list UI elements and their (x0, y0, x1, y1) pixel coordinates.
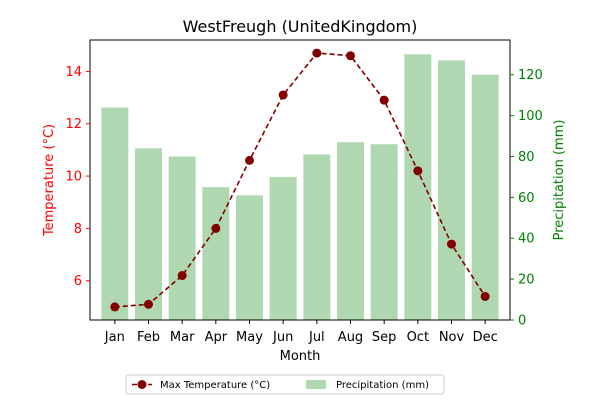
plot-frame (89, 39, 511, 321)
precipitation-bars (101, 54, 499, 321)
precipitation-bar (370, 144, 398, 320)
x-tick-label: Mar (170, 330, 195, 345)
temperature-point (110, 302, 120, 312)
x-tick-label: Jul (308, 330, 325, 345)
x-tick-label: Dec (473, 330, 498, 345)
precipitation-bar (404, 54, 432, 320)
y-left-tick-label: 10 (65, 170, 82, 185)
temperature-line (110, 48, 490, 312)
y-right-tick-label: 40 (518, 232, 535, 247)
legend-line-marker (137, 380, 147, 389)
x-tick-label: Sep (372, 330, 397, 345)
precipitation-bar (135, 148, 162, 320)
x-tick-label: Oct (407, 330, 429, 345)
precipitation-bar (101, 107, 129, 321)
y-left-tick-label: 8 (74, 222, 82, 237)
temperature-point (211, 223, 221, 233)
precipitation-bar (303, 154, 331, 320)
temperature-point (379, 95, 389, 105)
precipitation-bar (202, 187, 230, 320)
x-tick-label: May (236, 330, 263, 345)
y-right-tick-label: 100 (518, 109, 543, 124)
precipitation-bar (269, 176, 297, 320)
temperature-point (346, 51, 355, 61)
y-left-tick-label: 12 (65, 117, 82, 132)
precipitation-bar (337, 142, 364, 320)
x-tick-label: Jan (104, 330, 125, 345)
precipitation-bar (438, 60, 465, 320)
legend: Max Temperature (°C) Precipitation (mm) (125, 374, 445, 395)
y-axis-left: 6 8 10 12 14 (65, 65, 90, 289)
y-left-tick-label: 14 (65, 65, 82, 80)
precipitation-bar (471, 74, 499, 320)
legend-label-precipitation: Precipitation (mm) (336, 380, 429, 391)
y-left-tick-label: 6 (74, 274, 82, 289)
y-right-tick-label: 20 (518, 273, 535, 288)
legend-box (125, 374, 445, 395)
y-right-tick-label: 0 (518, 314, 526, 329)
y-axis-right: 0 20 40 60 80 100 120 (510, 68, 543, 329)
temperature-point (413, 166, 423, 176)
temperature-point (144, 299, 153, 309)
temperature-point (245, 155, 254, 165)
y-right-tick-label: 80 (518, 150, 535, 165)
y-axis-left-label: Temperature (°C) (42, 124, 57, 237)
temperature-point (480, 291, 490, 301)
temperature-point (177, 271, 187, 281)
x-tick-label: Aug (338, 330, 363, 345)
x-tick-label: Nov (439, 330, 465, 345)
x-tick-label: Jun (272, 330, 293, 345)
chart-title: WestFreugh (UnitedKingdom) (183, 17, 418, 36)
legend-bar-swatch (306, 380, 326, 389)
temperature-point (447, 239, 456, 249)
y-right-tick-label: 60 (518, 191, 535, 206)
x-axis: Jan Feb Mar Apr May Jun Jul Aug Sep Oct Nov Dec (104, 320, 498, 345)
precipitation-bar (168, 156, 196, 320)
x-axis-label: Month (280, 349, 321, 364)
precipitation-bar (236, 195, 263, 320)
y-axis-right-label: Precipitation (mm) (552, 120, 567, 241)
y-right-tick-label: 120 (518, 68, 543, 83)
temperature-line-path (114, 52, 486, 308)
legend-label-temperature: Max Temperature (°C) (160, 380, 270, 391)
temperature-point (278, 90, 288, 100)
x-tick-label: Apr (205, 330, 228, 345)
temperature-point (312, 48, 322, 58)
x-tick-label: Feb (137, 330, 160, 345)
